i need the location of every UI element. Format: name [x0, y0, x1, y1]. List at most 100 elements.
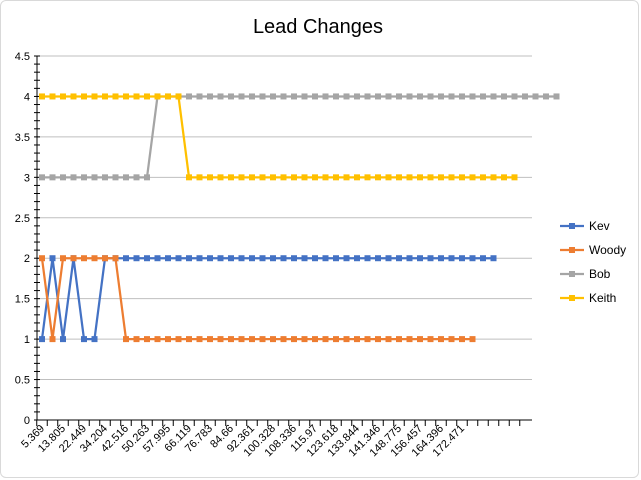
data-point: [312, 93, 318, 100]
legend-item-bob: Bob: [560, 267, 611, 281]
data-point: [417, 255, 423, 262]
data-point: [91, 174, 98, 181]
data-point: [133, 255, 140, 262]
data-point: [291, 93, 297, 100]
data-point: [238, 93, 245, 100]
data-point: [301, 93, 308, 100]
data-point: [511, 174, 518, 181]
data-point: [60, 174, 66, 181]
data-point: [259, 336, 266, 343]
data-point: [217, 93, 224, 100]
data-point: [448, 174, 455, 181]
data-point: [81, 336, 87, 343]
data-point: [49, 93, 56, 100]
data-point: [186, 336, 192, 343]
data-point: [543, 93, 549, 100]
y-tick-label: 3.5: [15, 132, 30, 144]
legend-swatch-marker: [569, 295, 575, 301]
legend-item-keith: Keith: [560, 291, 616, 305]
data-point: [333, 174, 339, 181]
data-point: [186, 255, 192, 262]
data-point: [459, 255, 465, 262]
data-point: [448, 336, 455, 343]
data-point: [322, 255, 329, 262]
data-point: [259, 93, 266, 100]
data-point: [280, 93, 287, 100]
axes: 00.511.522.533.544.55.36913.80522.44934.…: [15, 51, 521, 459]
data-point: [165, 255, 171, 262]
data-point: [343, 336, 350, 343]
data-point: [354, 336, 360, 343]
data-point: [217, 174, 224, 181]
data-point: [154, 255, 161, 262]
data-point: [238, 336, 245, 343]
data-point: [459, 336, 465, 343]
data-point: [270, 336, 276, 343]
data-point: [396, 336, 402, 343]
data-point: [301, 174, 308, 181]
data-point: [123, 336, 129, 343]
data-point: [385, 255, 392, 262]
data-point: [112, 93, 119, 100]
data-point: [385, 93, 392, 100]
y-tick-label: 1: [24, 334, 30, 346]
data-point: [501, 93, 507, 100]
data-point: [81, 255, 87, 262]
data-point: [228, 255, 234, 262]
data-point: [144, 255, 150, 262]
data-point: [249, 93, 255, 100]
data-point: [91, 93, 98, 100]
legend-label: Kev: [589, 219, 610, 233]
data-point: [112, 255, 119, 262]
data-point: [501, 174, 507, 181]
data-point: [81, 174, 87, 181]
data-point: [385, 336, 392, 343]
series-woody: [39, 255, 476, 343]
data-point: [270, 255, 276, 262]
data-point: [144, 336, 150, 343]
data-point: [175, 93, 182, 100]
data-point: [469, 255, 476, 262]
y-tick-label: 4: [24, 91, 30, 103]
legend: Kev Woody Bob Keith: [560, 219, 626, 305]
data-point: [417, 93, 423, 100]
data-point: [144, 174, 150, 181]
data-point: [553, 93, 560, 100]
data-point: [427, 93, 434, 100]
data-point: [112, 174, 119, 181]
data-point: [144, 93, 150, 100]
data-point: [448, 255, 455, 262]
data-point: [480, 93, 486, 100]
data-point: [70, 255, 77, 262]
data-point: [490, 93, 497, 100]
data-point: [333, 93, 339, 100]
data-point: [133, 93, 140, 100]
data-point: [259, 255, 266, 262]
data-point: [532, 93, 539, 100]
data-point: [39, 255, 45, 262]
data-point: [123, 93, 129, 100]
data-point: [270, 93, 276, 100]
data-point: [49, 336, 56, 343]
data-point: [249, 174, 255, 181]
data-point: [102, 174, 108, 181]
data-point: [228, 336, 234, 343]
data-point: [438, 93, 444, 100]
series-kev: [39, 255, 497, 343]
data-point: [343, 174, 350, 181]
data-point: [154, 336, 161, 343]
data-point: [39, 336, 45, 343]
data-point: [280, 174, 287, 181]
data-point: [39, 174, 45, 181]
data-point: [280, 255, 287, 262]
data-point: [364, 174, 371, 181]
y-tick-label: 0.5: [15, 375, 30, 387]
data-point: [291, 255, 297, 262]
legend-swatch-marker: [569, 271, 575, 277]
data-point: [39, 93, 45, 100]
data-point: [354, 255, 360, 262]
data-point: [175, 255, 182, 262]
data-point: [396, 174, 402, 181]
data-point: [280, 336, 287, 343]
